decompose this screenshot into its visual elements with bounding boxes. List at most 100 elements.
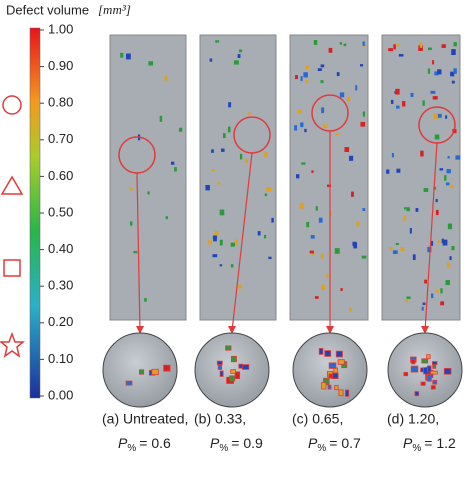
defect-dot <box>406 296 411 299</box>
defect-dot <box>391 153 394 158</box>
colorbar-unit: [mm³] <box>98 2 131 17</box>
defect-dot <box>433 113 438 119</box>
defect-dot <box>296 174 300 179</box>
p-symbol: P <box>308 435 318 451</box>
zoom-defect <box>443 368 452 375</box>
defect-dot <box>233 60 239 65</box>
defect-dot <box>409 228 412 234</box>
defect-dot <box>294 125 298 131</box>
defect-dot <box>159 115 163 122</box>
defect-dot <box>321 107 325 114</box>
defect-dot <box>396 105 400 109</box>
zoom-defect <box>410 365 419 373</box>
defect-dot <box>311 170 314 173</box>
defect-dot <box>347 96 351 102</box>
defect-dot <box>313 40 318 45</box>
defect-dot <box>309 250 314 254</box>
zoom-defect <box>337 359 345 365</box>
defect-dot <box>435 209 439 216</box>
panel-p-value: P% = 0.6 <box>118 435 171 454</box>
zoom-defect <box>151 368 159 376</box>
zoom-defect <box>403 372 409 377</box>
arrow <box>231 152 253 332</box>
defect-dot <box>395 88 400 95</box>
defect-dot <box>320 80 324 84</box>
defect-dot <box>303 72 308 78</box>
p-subscript: % <box>317 443 326 454</box>
panel-caption: (c) 0.65, <box>292 411 343 427</box>
p-subscript: % <box>412 443 421 454</box>
defect-dot <box>344 147 350 152</box>
defect-dot <box>305 80 309 84</box>
panel-p-value: P% = 0.7 <box>308 435 361 454</box>
defect-dot <box>395 242 399 246</box>
zoom-defect <box>335 350 343 358</box>
defect-dot <box>339 92 345 98</box>
p-value: = 0.6 <box>139 435 171 451</box>
zoom-defect <box>328 373 333 379</box>
defect-dot <box>257 231 261 236</box>
defect-dot <box>403 215 407 222</box>
defect-dot <box>349 307 352 312</box>
defect-dot <box>352 241 357 247</box>
defect-dot <box>415 208 419 212</box>
defect-dot <box>435 290 440 293</box>
p-symbol: P <box>403 435 413 451</box>
defect-dot <box>421 306 424 311</box>
panel-p-value: P% = 1.2 <box>403 435 456 454</box>
tick-label: 0.70 <box>48 131 73 146</box>
defect-dot <box>449 184 455 188</box>
defect-dot <box>221 148 225 152</box>
defect-dot <box>400 247 405 252</box>
defect-dot <box>214 230 219 236</box>
p-symbol: P <box>118 435 128 451</box>
defect-dot <box>349 155 354 161</box>
defect-dot <box>244 158 248 163</box>
zoom-defect <box>139 369 145 375</box>
defect-dot <box>230 264 234 268</box>
defect-dot <box>445 115 448 119</box>
tick-label: 0.90 <box>48 58 73 73</box>
arrow <box>136 172 141 332</box>
defect-dot <box>394 44 400 47</box>
defect-dot <box>451 246 455 251</box>
panel-caption: (d) 1.20, <box>387 411 439 427</box>
defect-dot <box>247 112 251 115</box>
defect-dot <box>360 121 366 127</box>
defect-dot <box>412 254 416 261</box>
defect-dot <box>339 42 342 45</box>
defect-dot <box>419 42 423 48</box>
defect-dot <box>164 75 168 81</box>
zoom-defect <box>229 375 236 382</box>
zoom-defect <box>420 381 426 386</box>
defect-dot <box>386 169 390 174</box>
defect-dot <box>402 101 406 107</box>
defect-dot <box>314 296 319 299</box>
defect-dot <box>336 72 340 77</box>
defect-dot <box>428 47 432 51</box>
defect-dot <box>406 207 410 212</box>
zoom-defect <box>230 369 236 374</box>
tick-label: 0.10 <box>48 351 73 366</box>
defect-dot <box>165 216 169 220</box>
defect-dot <box>423 188 429 192</box>
defect-dot <box>222 133 226 139</box>
defect-dot <box>432 60 435 65</box>
defect-dot <box>320 64 325 68</box>
defect-dot <box>271 217 274 223</box>
defect-dot <box>300 122 304 128</box>
defect-dot <box>390 99 394 104</box>
zoom-defect <box>414 391 420 397</box>
zoom-defect <box>327 384 332 390</box>
arrow <box>424 142 438 332</box>
defect-dot <box>211 149 214 153</box>
defect-dot <box>217 182 221 185</box>
zoom-defect <box>328 362 337 369</box>
defect-dot <box>305 65 310 69</box>
star-symbol <box>0 331 26 358</box>
zoom-defect <box>338 389 344 397</box>
defect-dot <box>213 235 217 242</box>
defect-dot <box>445 182 450 186</box>
p-value: = 1.2 <box>424 435 456 451</box>
